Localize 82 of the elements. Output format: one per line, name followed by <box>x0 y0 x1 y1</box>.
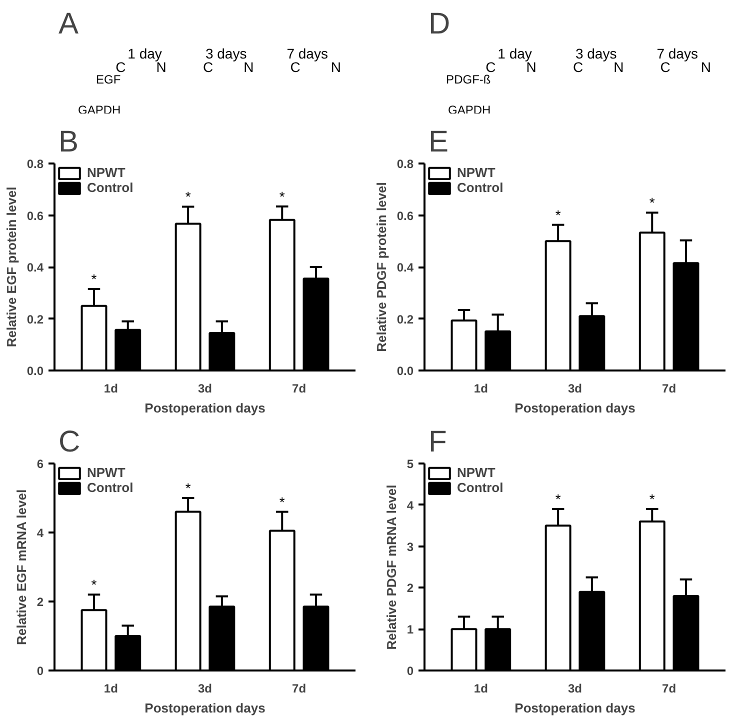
legend-label: NPWT <box>457 165 496 180</box>
y-axis-title: Relative EGF protein level <box>4 186 19 348</box>
data-label: * <box>91 270 98 287</box>
text: PDGF-ß <box>446 72 491 86</box>
data-label: * <box>279 494 286 510</box>
y-tick-label: 0 <box>36 664 44 678</box>
x-tick-label: 3d <box>568 682 582 696</box>
data-label: * <box>555 491 562 508</box>
text: 1 day <box>498 46 532 62</box>
x-tick-label: 1d <box>474 682 488 696</box>
y-tick-label: 2 <box>406 581 414 596</box>
y-axis-title: Relative PDGF mRNA level <box>384 484 399 650</box>
text: C <box>290 59 300 76</box>
x-axis-title: Postoperation days <box>514 700 636 716</box>
text: N <box>244 59 254 76</box>
y-tick-label: 2 <box>36 595 44 609</box>
chart-title: B <box>58 126 79 158</box>
chart-title: C <box>58 426 80 458</box>
data-label: * <box>185 480 192 496</box>
text: N <box>700 59 712 76</box>
text: C <box>660 59 670 76</box>
text: C <box>202 59 214 76</box>
x-tick-label: 1d <box>104 682 118 696</box>
text: 3 days <box>205 46 247 62</box>
legend-label: NPWT <box>87 465 126 480</box>
text: 1 day <box>128 46 162 62</box>
legend-label: NPWT <box>87 165 126 180</box>
y-tick-label: 0.4 <box>396 260 414 274</box>
y-tick-label: 0.0 <box>26 364 44 378</box>
data-label: * <box>279 188 286 204</box>
x-tick-label: 1d <box>104 382 118 396</box>
y-axis-title: Relative PDGF protein level <box>374 182 389 352</box>
x-tick-label: 1d <box>474 382 488 396</box>
y-tick-label: 0.8 <box>396 157 414 171</box>
text: C <box>572 59 584 76</box>
chart-title: F <box>428 426 447 458</box>
text: C <box>116 59 126 76</box>
legend-label: Control <box>87 180 134 195</box>
y-tick-label: 1 <box>406 622 414 637</box>
x-tick-label: 7d <box>662 382 676 396</box>
legend-label: Control <box>457 480 504 495</box>
data-label: * <box>91 576 98 593</box>
text: D <box>428 8 450 40</box>
x-tick-label: 7d <box>292 682 306 696</box>
y-tick-label: 0 <box>406 664 414 678</box>
x-tick-label: 3d <box>198 682 212 696</box>
legend-label: Control <box>457 180 504 195</box>
data-label: * <box>649 194 656 211</box>
text: N <box>330 59 342 76</box>
x-axis-title: Postoperation days <box>144 400 266 416</box>
text: EGF <box>96 72 121 86</box>
y-tick-label: 0.2 <box>26 312 44 326</box>
y-tick-label: 0.8 <box>26 157 44 171</box>
y-tick-label: 0.2 <box>396 312 414 326</box>
text: 3 days <box>575 46 617 62</box>
y-tick-label: 0.6 <box>396 208 414 223</box>
text: 7 days <box>656 46 698 62</box>
y-tick-label: 0.4 <box>26 260 44 274</box>
data-label: * <box>649 491 656 508</box>
data-label: * <box>185 188 192 205</box>
x-tick-label: 3d <box>198 382 212 396</box>
text: N <box>614 59 624 76</box>
x-axis-title: Postoperation days <box>514 400 636 416</box>
legend-label: Control <box>87 480 134 495</box>
x-tick-label: 3d <box>568 382 582 396</box>
y-tick-label: 4 <box>36 526 44 540</box>
y-axis-title: Relative EGF mRNA level <box>14 489 29 646</box>
text: C <box>486 59 496 76</box>
text: A <box>58 8 79 40</box>
y-tick-label: 4 <box>406 498 414 512</box>
legend-label: NPWT <box>457 465 496 480</box>
y-tick-label: 6 <box>36 457 44 471</box>
y-tick-label: 5 <box>406 457 414 471</box>
text: 7 days <box>286 46 328 62</box>
x-tick-label: 7d <box>292 382 306 396</box>
y-tick-label: 3 <box>406 540 414 554</box>
data-label: * <box>555 206 562 223</box>
y-tick-label: 0.0 <box>396 364 414 378</box>
x-axis-title: Postoperation days <box>144 700 266 716</box>
chart-title: E <box>428 126 449 158</box>
x-tick-label: 7d <box>662 682 676 696</box>
y-tick-label: 0.6 <box>26 208 44 223</box>
